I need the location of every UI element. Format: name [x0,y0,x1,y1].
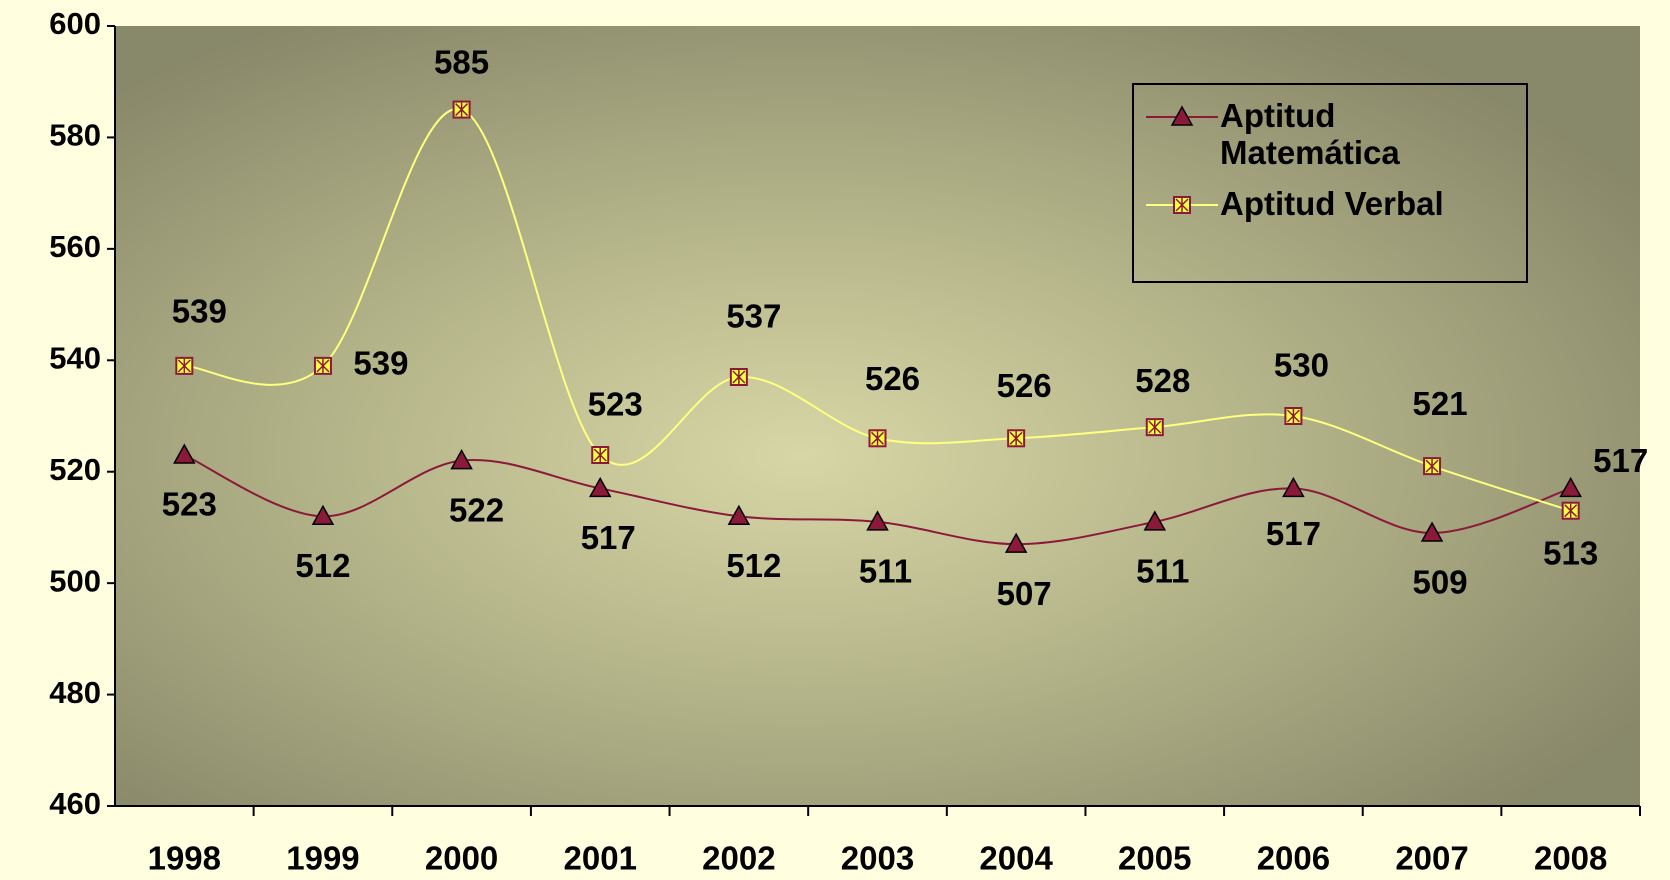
triangle-marker [1420,521,1444,542]
data-label: 528 [1135,362,1190,399]
square-marker [1423,457,1442,476]
square-marker-star [732,370,746,384]
square-marker-star [1286,409,1300,423]
legend-marker-star [1175,198,1189,212]
legend-swatch [1146,105,1218,126]
triangle-marker [173,443,196,464]
y-tick-label: 600 [49,6,101,41]
legend-swatch [1146,196,1218,214]
square-marker [868,429,887,448]
x-tick-label: 2005 [1118,840,1191,877]
y-tick-label: 560 [49,229,101,264]
legend-item: Aptitud Matemática [1144,97,1516,171]
square-marker-star [1425,459,1439,474]
data-label: 511 [1136,553,1189,590]
data-label: 522 [449,491,504,528]
data-label: 517 [1266,515,1321,552]
square-marker-star [455,102,469,117]
data-label: 512 [726,547,781,584]
legend-item: Aptitud Verbal [1144,185,1516,225]
x-tick-label: 2006 [1257,840,1330,877]
x-tick-label: 2008 [1534,840,1607,877]
x-tick-label: 2002 [702,840,775,877]
triangle-marker [311,504,335,526]
data-label: 517 [1593,442,1648,479]
x-tick-label: 1998 [148,840,221,877]
x-tick-label: 2001 [564,840,637,877]
legend-marker [1170,105,1194,126]
data-label: 511 [859,553,912,590]
data-label: 512 [295,547,350,584]
y-tick-label: 540 [49,340,101,375]
y-tick-label: 500 [49,563,101,598]
square-marker-star [593,448,607,462]
square-marker [591,446,610,464]
data-label: 539 [172,293,227,330]
data-label: 523 [588,386,643,423]
plot-area [115,26,1640,806]
square-marker [1145,418,1164,437]
triangle-marker [1143,510,1167,531]
square-marker [1284,407,1303,425]
data-label: 507 [997,575,1052,612]
square-marker [1561,501,1580,520]
series-line [184,108,1571,512]
y-tick-label: 520 [49,452,101,487]
y-tick-label: 580 [49,118,101,153]
data-label: 526 [865,360,920,397]
data-label: 513 [1543,534,1598,571]
square-marker [313,356,332,375]
triangle-marker [1282,476,1305,498]
square-marker [729,368,748,386]
triangle-marker [727,504,751,526]
data-label: 537 [726,298,781,335]
square-marker-star [1148,420,1162,435]
triangle-marker [1559,476,1582,498]
x-tick-label: 2003 [841,840,914,877]
x-tick-label: 2004 [979,840,1053,877]
triangle-marker [450,449,473,470]
triangle-marker [866,510,889,531]
data-label: 530 [1274,347,1329,384]
square-marker-star [1009,431,1023,446]
y-tick-label: 460 [49,786,101,821]
x-tick-label: 1999 [286,840,359,877]
square-marker-star [316,358,330,373]
legend: Aptitud Matemática Aptitud Verbal [1132,83,1528,283]
x-tick-label: 2000 [425,840,498,877]
data-label: 585 [434,43,489,80]
data-label: 539 [353,345,408,382]
data-label: 526 [997,367,1052,404]
data-label: 523 [162,486,217,523]
legend-label: Aptitud Matemática [1220,97,1400,171]
data-label: 509 [1413,564,1468,601]
square-marker [452,100,471,119]
y-tick-label: 480 [49,675,101,710]
square-marker [175,356,194,375]
legend-label: Aptitud Verbal [1220,185,1444,222]
triangle-marker [1004,532,1028,553]
square-marker-star [177,358,191,373]
square-marker-star [870,431,885,446]
square-marker [1007,429,1026,448]
data-label: 521 [1413,385,1468,422]
x-tick-label: 2007 [1395,840,1468,877]
triangle-marker [588,476,612,498]
square-marker-star [1564,503,1578,518]
data-label: 517 [581,519,636,556]
